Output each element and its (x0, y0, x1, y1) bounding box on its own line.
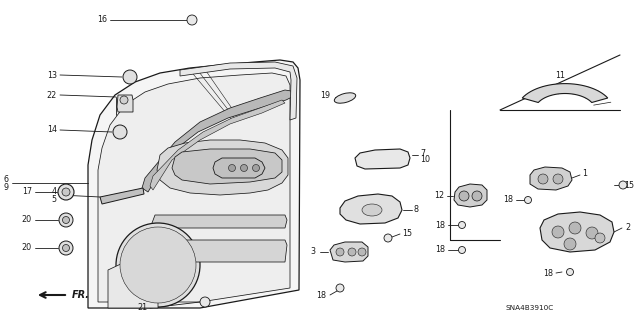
Polygon shape (150, 100, 285, 190)
Text: 13: 13 (47, 70, 57, 79)
Polygon shape (117, 95, 133, 112)
Text: 8: 8 (414, 205, 419, 214)
Circle shape (113, 125, 127, 139)
Circle shape (116, 223, 200, 307)
Circle shape (241, 165, 248, 172)
Circle shape (228, 165, 236, 172)
Text: 18: 18 (435, 220, 445, 229)
Text: 20: 20 (22, 243, 32, 253)
Ellipse shape (334, 93, 356, 103)
Polygon shape (172, 240, 287, 262)
Text: 6: 6 (4, 175, 9, 184)
Polygon shape (100, 188, 144, 204)
Circle shape (595, 233, 605, 243)
Text: FR.: FR. (72, 290, 90, 300)
Circle shape (200, 297, 210, 307)
Polygon shape (98, 73, 290, 302)
Text: 15: 15 (402, 228, 412, 238)
Polygon shape (355, 149, 410, 169)
Text: 11: 11 (555, 70, 565, 79)
Text: 1: 1 (582, 169, 587, 179)
Circle shape (58, 184, 74, 200)
Text: 14: 14 (47, 125, 57, 135)
Circle shape (553, 174, 563, 184)
Polygon shape (108, 258, 158, 308)
Polygon shape (88, 60, 300, 308)
Text: 21: 21 (137, 303, 147, 313)
Circle shape (62, 188, 70, 196)
Text: 15: 15 (624, 181, 634, 189)
Circle shape (552, 226, 564, 238)
Text: 4: 4 (52, 188, 57, 197)
Circle shape (59, 241, 73, 255)
Text: 18: 18 (316, 291, 326, 300)
Polygon shape (172, 149, 282, 184)
Circle shape (253, 165, 259, 172)
Circle shape (566, 269, 573, 276)
Text: 5: 5 (52, 196, 57, 204)
Text: 9: 9 (4, 183, 9, 192)
Circle shape (458, 221, 465, 228)
Circle shape (348, 248, 356, 256)
Circle shape (564, 238, 576, 250)
Circle shape (336, 284, 344, 292)
Circle shape (123, 70, 137, 84)
Circle shape (538, 174, 548, 184)
Text: 10: 10 (420, 155, 430, 165)
Text: 3: 3 (310, 248, 315, 256)
Circle shape (63, 217, 70, 224)
Circle shape (384, 234, 392, 242)
Circle shape (459, 191, 469, 201)
Polygon shape (142, 90, 292, 192)
Text: 18: 18 (543, 270, 553, 278)
Polygon shape (540, 212, 614, 252)
Polygon shape (454, 184, 487, 207)
Circle shape (472, 191, 482, 201)
Polygon shape (157, 140, 288, 195)
Circle shape (525, 197, 531, 204)
Circle shape (187, 15, 197, 25)
Text: 18: 18 (503, 196, 513, 204)
Text: 18: 18 (435, 246, 445, 255)
Polygon shape (530, 167, 572, 190)
Circle shape (59, 213, 73, 227)
Polygon shape (522, 84, 608, 102)
Text: 22: 22 (47, 91, 57, 100)
Circle shape (569, 222, 581, 234)
Ellipse shape (362, 204, 382, 216)
Polygon shape (340, 194, 402, 224)
Circle shape (63, 244, 70, 251)
Circle shape (336, 248, 344, 256)
Text: 2: 2 (625, 222, 630, 232)
Text: 12: 12 (434, 191, 444, 201)
Circle shape (358, 248, 366, 256)
Text: 17: 17 (22, 188, 32, 197)
Polygon shape (180, 62, 297, 120)
Circle shape (120, 227, 196, 303)
Text: SNA4B3910C: SNA4B3910C (506, 305, 554, 311)
Polygon shape (330, 242, 368, 262)
Text: 16: 16 (97, 16, 107, 25)
Circle shape (458, 247, 465, 254)
Circle shape (586, 227, 598, 239)
Text: 19: 19 (320, 92, 330, 100)
Polygon shape (213, 158, 265, 178)
Circle shape (120, 96, 128, 104)
Circle shape (619, 181, 627, 189)
Polygon shape (152, 215, 287, 228)
Text: 20: 20 (22, 216, 32, 225)
Text: 7: 7 (420, 149, 425, 158)
